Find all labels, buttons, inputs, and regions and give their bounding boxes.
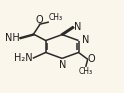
Text: H₂N: H₂N [14, 53, 33, 63]
Text: CH₃: CH₃ [48, 13, 62, 22]
Text: O: O [88, 54, 95, 64]
Text: N: N [82, 35, 89, 45]
Text: N: N [74, 21, 82, 32]
Text: O: O [35, 15, 43, 25]
Text: CH₃: CH₃ [79, 67, 93, 76]
Text: N: N [59, 60, 67, 70]
Text: NH: NH [5, 33, 19, 43]
